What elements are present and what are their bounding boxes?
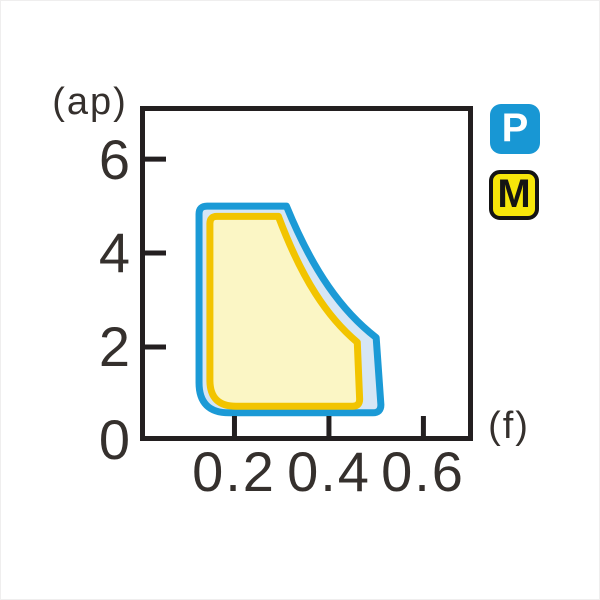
y-axis-label: (ap) — [52, 81, 128, 123]
x-tick-label-0.2: 0.2 — [192, 440, 276, 503]
x-tick-label-0.6: 0.6 — [381, 440, 465, 503]
region-m — [206, 212, 364, 410]
y-tick-label-0: 0 — [98, 408, 132, 471]
y-tick-label-6: 6 — [98, 128, 132, 191]
legend-label-p: P — [501, 105, 529, 150]
y-tick-label-4: 4 — [98, 221, 132, 284]
x-axis-label: (f) — [488, 405, 530, 447]
legend-label-m: M — [497, 171, 531, 216]
legend-badge-p: P — [490, 104, 540, 154]
legend-badge-m: M — [489, 170, 539, 220]
x-tick-label-0.4: 0.4 — [287, 440, 371, 503]
y-tick-label-2: 2 — [98, 315, 132, 378]
plot-border — [140, 106, 473, 441]
